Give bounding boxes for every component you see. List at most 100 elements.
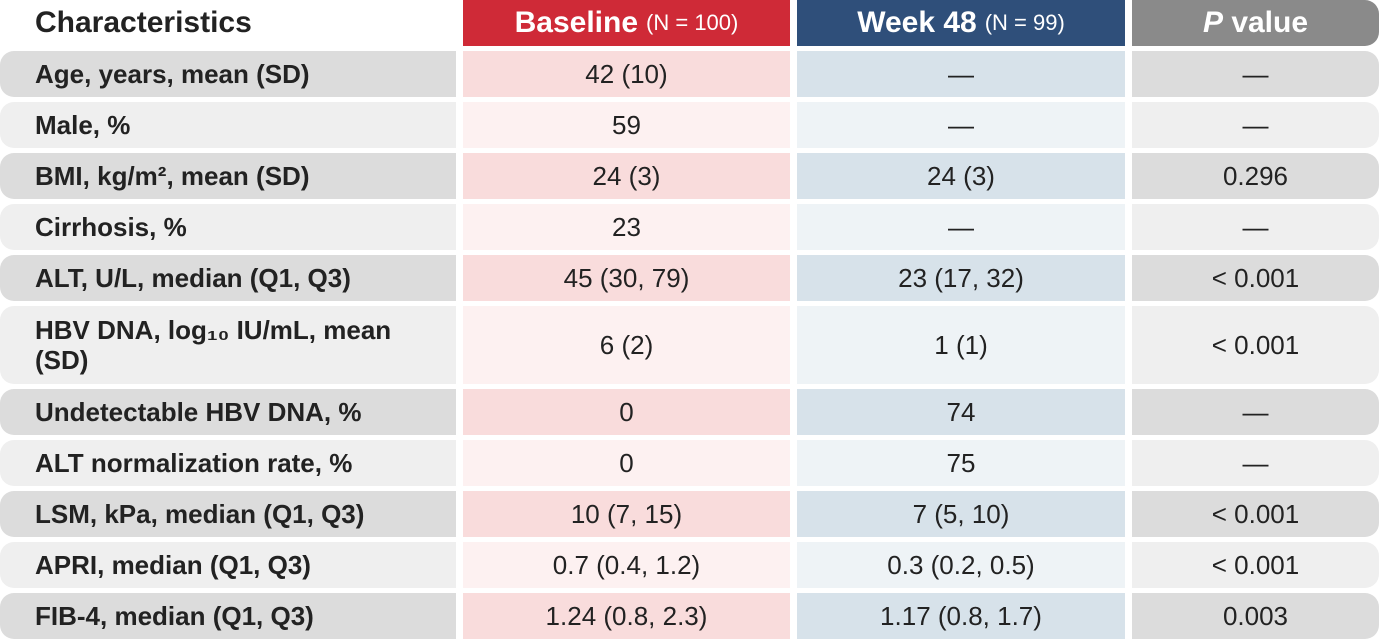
value-cell: < 0.001 (1132, 255, 1379, 301)
value-cell: 0 (463, 440, 790, 486)
value-cell: — (1132, 51, 1379, 97)
value-cell: 1 (1) (797, 306, 1125, 384)
value-cell: < 0.001 (1132, 542, 1379, 588)
row-label: ALT normalization rate, % (35, 448, 353, 478)
row-label-cell: APRI, median (Q1, Q3) (0, 542, 456, 588)
header-text: Baseline (514, 6, 639, 39)
value-text: 10 (7, 15) (570, 498, 683, 529)
row-label: LSM, kPa, median (Q1, Q3) (35, 499, 365, 529)
value-cell: 1.24 (0.8, 2.3) (463, 593, 790, 639)
row-label-cell: BMI, kg/m², mean (SD) (0, 153, 456, 199)
value-cell: 75 (797, 440, 1125, 486)
header-text: value (1231, 6, 1309, 39)
value-text: 0.003 (1222, 600, 1289, 631)
value-cell: < 0.001 (1132, 306, 1379, 384)
value-text: < 0.001 (1211, 549, 1300, 580)
value-text: 0.7 (0.4, 1.2) (552, 549, 701, 580)
row-label-cell: Undetectable HBV DNA, % (0, 389, 456, 435)
value-cell: 6 (2) (463, 306, 790, 384)
value-cell: 0.003 (1132, 593, 1379, 639)
value-cell: 59 (463, 102, 790, 148)
row-label-cell: Male, % (0, 102, 456, 148)
value-text: 24 (3) (592, 160, 661, 191)
row-label: Cirrhosis, % (35, 212, 187, 242)
header-cell: Baseline (N = 100) (463, 0, 790, 46)
value-text: 0.3 (0.2, 0.5) (887, 549, 1035, 580)
value-text: 23 (17, 32) (898, 262, 1024, 293)
value-cell: — (1132, 102, 1379, 148)
row-label: HBV DNA, log₁₀ IU/mL, mean (SD) (35, 315, 392, 375)
value-cell: 24 (3) (797, 153, 1125, 199)
value-text: — (1242, 211, 1269, 242)
row-label: BMI, kg/m², mean (SD) (35, 161, 310, 191)
value-cell: 0 (463, 389, 790, 435)
value-text: — (1242, 109, 1269, 140)
value-cell: 10 (7, 15) (463, 491, 790, 537)
row-label: APRI, median (Q1, Q3) (35, 550, 311, 580)
row-label-cell: Age, years, mean (SD) (0, 51, 456, 97)
value-text: < 0.001 (1211, 262, 1300, 293)
row-label-cell: HBV DNA, log₁₀ IU/mL, mean (SD) (0, 306, 456, 384)
value-text: — (948, 58, 974, 89)
value-text: 1 (1) (934, 329, 988, 360)
value-cell: < 0.001 (1132, 491, 1379, 537)
value-text: 59 (612, 109, 641, 140)
header-text: Characteristics (35, 6, 252, 39)
value-text: 7 (5, 10) (912, 498, 1010, 529)
row-label-cell: FIB-4, median (Q1, Q3) (0, 593, 456, 639)
row-label: FIB-4, median (Q1, Q3) (35, 601, 314, 631)
value-text: 0 (619, 396, 634, 427)
value-cell: — (797, 51, 1125, 97)
header-n: (N = 100) (646, 10, 739, 35)
header-cell: Characteristics (0, 0, 456, 46)
value-text: — (1242, 58, 1269, 89)
value-cell: 23 (463, 204, 790, 250)
row-label: ALT, U/L, median (Q1, Q3) (35, 263, 351, 293)
value-text: — (948, 211, 974, 242)
value-text: — (1242, 447, 1269, 478)
row-label-cell: ALT normalization rate, % (0, 440, 456, 486)
value-cell: — (797, 102, 1125, 148)
value-text: 24 (3) (927, 160, 995, 191)
header-n: (N = 99) (984, 10, 1065, 35)
value-text: 0.296 (1222, 160, 1289, 191)
row-label-cell: ALT, U/L, median (Q1, Q3) (0, 255, 456, 301)
row-label-cell: LSM, kPa, median (Q1, Q3) (0, 491, 456, 537)
value-cell: — (797, 204, 1125, 250)
value-text: 75 (946, 447, 976, 478)
value-cell: 0.7 (0.4, 1.2) (463, 542, 790, 588)
value-text: — (948, 109, 974, 140)
value-cell: — (1132, 440, 1379, 486)
row-label: Male, % (35, 110, 131, 140)
value-text: 45 (30, 79) (563, 262, 690, 293)
header-cell: Week 48 (N = 99) (797, 0, 1125, 46)
value-cell: 42 (10) (463, 51, 790, 97)
value-text: 0 (619, 447, 634, 478)
value-text: 42 (10) (585, 58, 668, 89)
value-text: 74 (946, 396, 976, 427)
value-cell: 74 (797, 389, 1125, 435)
value-text: — (1242, 396, 1269, 427)
value-text: 23 (612, 211, 641, 242)
value-cell: 1.17 (0.8, 1.7) (797, 593, 1125, 639)
value-cell: 7 (5, 10) (797, 491, 1125, 537)
value-text: < 0.001 (1211, 329, 1300, 360)
value-cell: — (1132, 204, 1379, 250)
header-text: Week 48 (857, 6, 977, 39)
row-label: Age, years, mean (SD) (35, 59, 310, 89)
value-cell: 0.296 (1132, 153, 1379, 199)
header-cell: P value (1132, 0, 1379, 46)
value-text: 6 (2) (599, 329, 654, 360)
value-cell: — (1132, 389, 1379, 435)
value-cell: 23 (17, 32) (797, 255, 1125, 301)
value-text: < 0.001 (1211, 498, 1300, 529)
value-cell: 0.3 (0.2, 0.5) (797, 542, 1125, 588)
value-text: 1.24 (0.8, 2.3) (545, 600, 708, 631)
value-cell: 45 (30, 79) (463, 255, 790, 301)
row-label: Undetectable HBV DNA, % (35, 397, 362, 427)
value-text: 1.17 (0.8, 1.7) (880, 600, 1042, 631)
value-cell: 24 (3) (463, 153, 790, 199)
row-label-cell: Cirrhosis, % (0, 204, 456, 250)
header-text: P (1202, 6, 1223, 39)
